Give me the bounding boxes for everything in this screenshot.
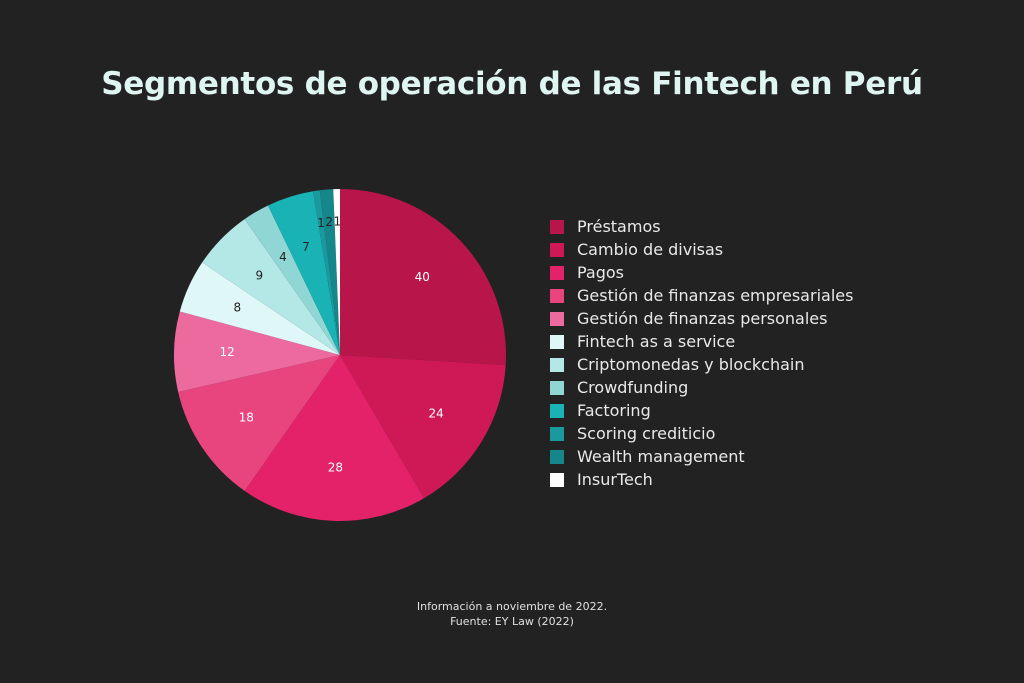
pie-slice-3 [244,355,424,521]
legend-label: InsurTech [577,470,653,489]
pie-slice-12 [333,189,340,355]
legend-item: Scoring crediticio [550,422,853,445]
legend-label: Gestión de finanzas empresariales [577,286,854,305]
legend-item: Cambio de divisas [550,238,853,261]
legend-label: Crowdfunding [577,378,689,397]
legend-swatch [550,403,564,418]
footer-source: Fuente: EY Law (2022) [450,615,574,628]
legend-swatch [550,357,564,372]
slice-label-10: 1 [317,216,325,230]
legend-label: Scoring crediticio [577,424,716,443]
legend-item: Préstamos [550,215,853,238]
legend-swatch [550,219,564,234]
pie-slice-4 [178,355,340,491]
legend-label: Factoring [577,401,651,420]
legend-swatch [550,472,564,487]
slice-label-5: 12 [220,345,235,359]
legend-label: Préstamos [577,217,661,236]
chart-legend: Préstamos Cambio de divisas Pagos Gestión d… [550,215,853,491]
legend-item: Criptomonedas y blockchain [550,353,853,376]
legend-item: Gestión de finanzas empresariales [550,284,853,307]
pie-slice-1 [340,189,506,366]
pie-slice-6 [179,262,340,355]
slice-label-11: 2 [325,215,333,229]
legend-item: Crowdfunding [550,376,853,399]
slice-label-6: 8 [234,301,242,315]
legend-label: Cambio de divisas [577,240,724,259]
pie-slice-10 [313,190,340,355]
legend-label: Criptomonedas y blockchain [577,355,805,374]
legend-item: InsurTech [550,468,853,491]
chart-title: Segmentos de operación de las Fintech en… [101,66,923,102]
legend-swatch [550,288,564,303]
legend-item: Fintech as a service [550,330,853,353]
legend-swatch [550,426,564,441]
legend-item: Factoring [550,399,853,422]
legend-label: Pagos [577,263,625,282]
pie-slice-8 [244,205,340,355]
legend-label: Wealth management [577,447,745,466]
legend-label: Fintech as a service [577,332,736,351]
slice-label-9: 7 [302,240,310,254]
legend-swatch [550,334,564,349]
pie-slice-2 [340,355,506,499]
legend-swatch [550,380,564,395]
legend-swatch [550,311,564,326]
slice-label-1: 40 [415,270,430,284]
slice-label-3: 28 [328,460,343,474]
slice-label-4: 18 [239,410,254,424]
slice-label-2: 24 [429,407,444,421]
legend-swatch [550,265,564,280]
legend-label: Gestión de finanzas personales [577,309,828,328]
chart-footer: Información a noviembre de 2022. Fuente:… [0,599,1024,629]
legend-swatch [550,242,564,257]
pie-slice-9 [267,191,340,355]
legend-item: Pagos [550,261,853,284]
legend-swatch [550,449,564,464]
slice-label-12: 1 [333,215,341,229]
footer-note: Información a noviembre de 2022. [416,600,608,613]
legend-item: Wealth management [550,445,853,468]
pie-slice-11 [319,189,340,355]
pie-slice-7 [202,219,340,355]
slice-label-7: 9 [256,269,264,283]
pie-slice-5 [174,311,340,392]
slice-label-8: 4 [279,250,287,264]
legend-item: Gestión de finanzas personales [550,307,853,330]
